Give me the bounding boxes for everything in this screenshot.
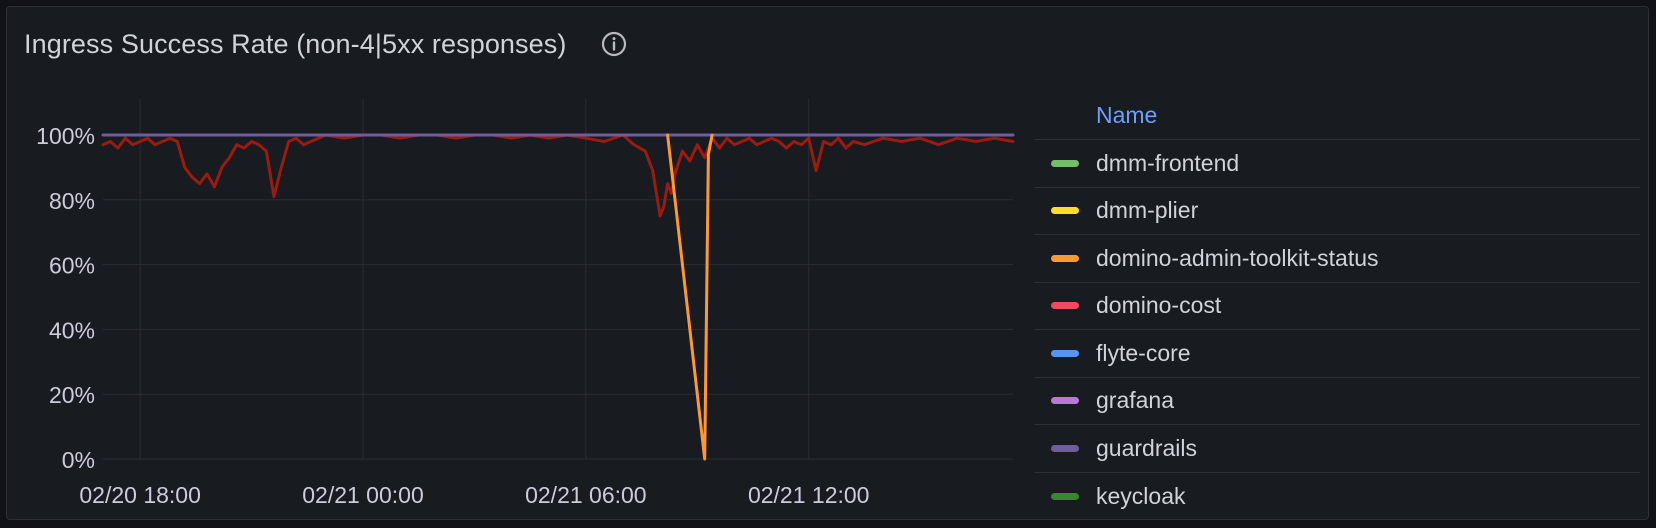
legend-label: dmm-frontend: [1096, 149, 1240, 176]
x-axis: 02/20 18:00 02/21 00:00 02/21 06:00 02/21 1…: [79, 482, 869, 508]
legend-label: domino-admin-toolkit-status: [1096, 244, 1379, 271]
grid-layer: [103, 99, 1013, 460]
series-line: [666, 133, 714, 461]
legend-swatch: [1051, 302, 1079, 310]
legend-swatch: [1051, 254, 1079, 262]
y-axis: 0% 20% 40% 60% 80% 100%: [36, 123, 95, 473]
legend-swatch: [1051, 492, 1079, 500]
legend-item[interactable]: flyte-core: [1034, 330, 1640, 378]
legend-header-name[interactable]: Name: [1096, 102, 1158, 128]
series-line: [101, 133, 1015, 218]
legend-label: dmm-plier: [1096, 197, 1199, 224]
legend-label: flyte-core: [1096, 339, 1191, 366]
legend-item[interactable]: dmm-frontend: [1034, 140, 1640, 188]
legend-swatch: [1051, 397, 1079, 405]
legend-label: guardrails: [1096, 434, 1197, 461]
y-tick-label: 20%: [49, 382, 95, 408]
series-layer: [101, 133, 1015, 461]
legend-swatch: [1051, 207, 1079, 215]
legend-swatch: [1051, 349, 1079, 357]
legend: Name dmm-frontend dmm-plier domino-admin…: [1034, 92, 1640, 520]
x-tick-label: 02/21 12:00: [748, 482, 870, 508]
y-tick-label: 40%: [49, 317, 95, 343]
legend-label: domino-cost: [1096, 292, 1222, 319]
legend-item[interactable]: guardrails: [1034, 425, 1640, 473]
legend-item[interactable]: grafana: [1034, 378, 1640, 425]
legend-header: Name: [1034, 92, 1640, 140]
x-tick-label: 02/21 00:00: [302, 482, 424, 508]
legend-item[interactable]: dmm-plier: [1034, 188, 1640, 235]
legend-item[interactable]: domino-cost: [1034, 283, 1640, 330]
y-tick-label: 60%: [49, 253, 95, 279]
legend-label: keycloak: [1096, 482, 1186, 509]
legend-item[interactable]: keycloak: [1034, 473, 1640, 521]
x-tick-label: 02/21 06:00: [525, 482, 647, 508]
chart-area: 0% 20% 40% 60% 80% 100% 02/20 18:00 02/21 00:0…: [7, 7, 1037, 521]
chart-panel: Ingress Success Rate (non-4|5xx response…: [6, 6, 1649, 520]
y-tick-label: 0%: [62, 447, 95, 473]
panel-header: Ingress Success Rate (non-4|5xx response…: [24, 21, 628, 67]
y-tick-label: 100%: [36, 123, 95, 149]
legend-label: grafana: [1096, 387, 1175, 414]
legend-swatch: [1051, 444, 1079, 452]
info-circle-icon[interactable]: [600, 30, 628, 58]
legend-item[interactable]: domino-admin-toolkit-status: [1034, 235, 1640, 283]
time-series-chart: 0% 20% 40% 60% 80% 100% 02/20 18:00 02/21 00:0…: [36, 99, 1015, 508]
x-tick-label: 02/20 18:00: [79, 482, 201, 508]
y-tick-label: 80%: [49, 188, 95, 214]
legend-swatch: [1051, 159, 1079, 167]
panel-title: Ingress Success Rate (non-4|5xx response…: [24, 28, 567, 59]
